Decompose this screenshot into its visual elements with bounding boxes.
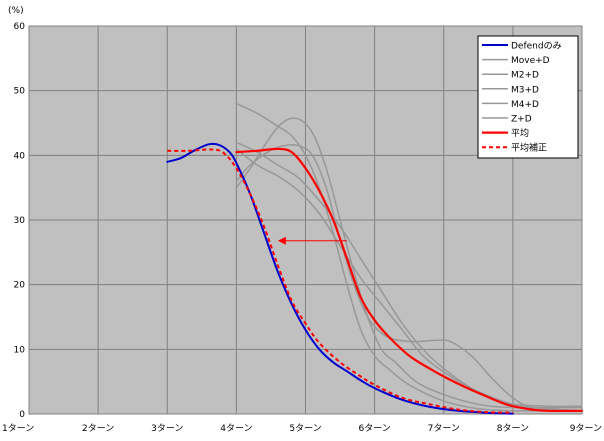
series-line — [167, 148, 513, 414]
x-tick-label: 5ターン — [289, 423, 321, 434]
legend-label: 平均補正 — [511, 142, 547, 154]
y-tick-label: 30 — [14, 216, 26, 226]
y-tick-label: 60 — [14, 22, 26, 32]
y-unit-label: (%) — [8, 6, 24, 16]
x-tick-label: 4ターン — [220, 423, 252, 434]
y-tick-label: 0 — [19, 410, 25, 420]
x-tick-label: 8ターン — [497, 423, 529, 434]
y-tick-label: 50 — [14, 87, 26, 97]
x-tick-label: 3ターン — [151, 423, 183, 434]
series-line — [166, 142, 514, 415]
y-tick-label: 40 — [14, 151, 26, 161]
legend-label: M3+D — [511, 85, 539, 95]
annotation-arrow-head — [277, 236, 286, 245]
series-line — [235, 147, 584, 413]
annotations — [277, 236, 347, 245]
x-axis-ticks: 1ターン 2ターン 3ターン 4ターン 5ターン 6ターン 7ターン 8ターン 9ターン — [2, 423, 602, 434]
y-tick-label: 10 — [14, 345, 26, 355]
legend-label: M2+D — [511, 71, 539, 81]
series-line — [235, 102, 583, 412]
series-line — [235, 143, 583, 412]
x-tick-label: 2ターン — [82, 423, 114, 434]
x-tick-label: 1ターン — [2, 423, 34, 434]
legend-label: 平均 — [511, 127, 529, 139]
legend-label: Defendのみ — [511, 41, 562, 52]
y-tick-label: 20 — [14, 281, 26, 291]
legend-label: Z+D — [511, 115, 532, 125]
series-lines — [166, 102, 584, 415]
legend-box — [477, 35, 579, 159]
legend-label: Move+D — [511, 56, 550, 66]
y-axis-ticks: 0 10 20 30 40 50 60 — [14, 22, 26, 420]
x-tick-label: 7ターン — [428, 423, 460, 434]
x-tick-label: 6ターン — [358, 423, 390, 434]
gridlines — [29, 26, 582, 414]
series-line — [235, 117, 583, 409]
series-line — [235, 148, 583, 412]
x-tick-label: 9ターン — [570, 423, 602, 434]
legend-label: M4+D — [511, 100, 539, 110]
